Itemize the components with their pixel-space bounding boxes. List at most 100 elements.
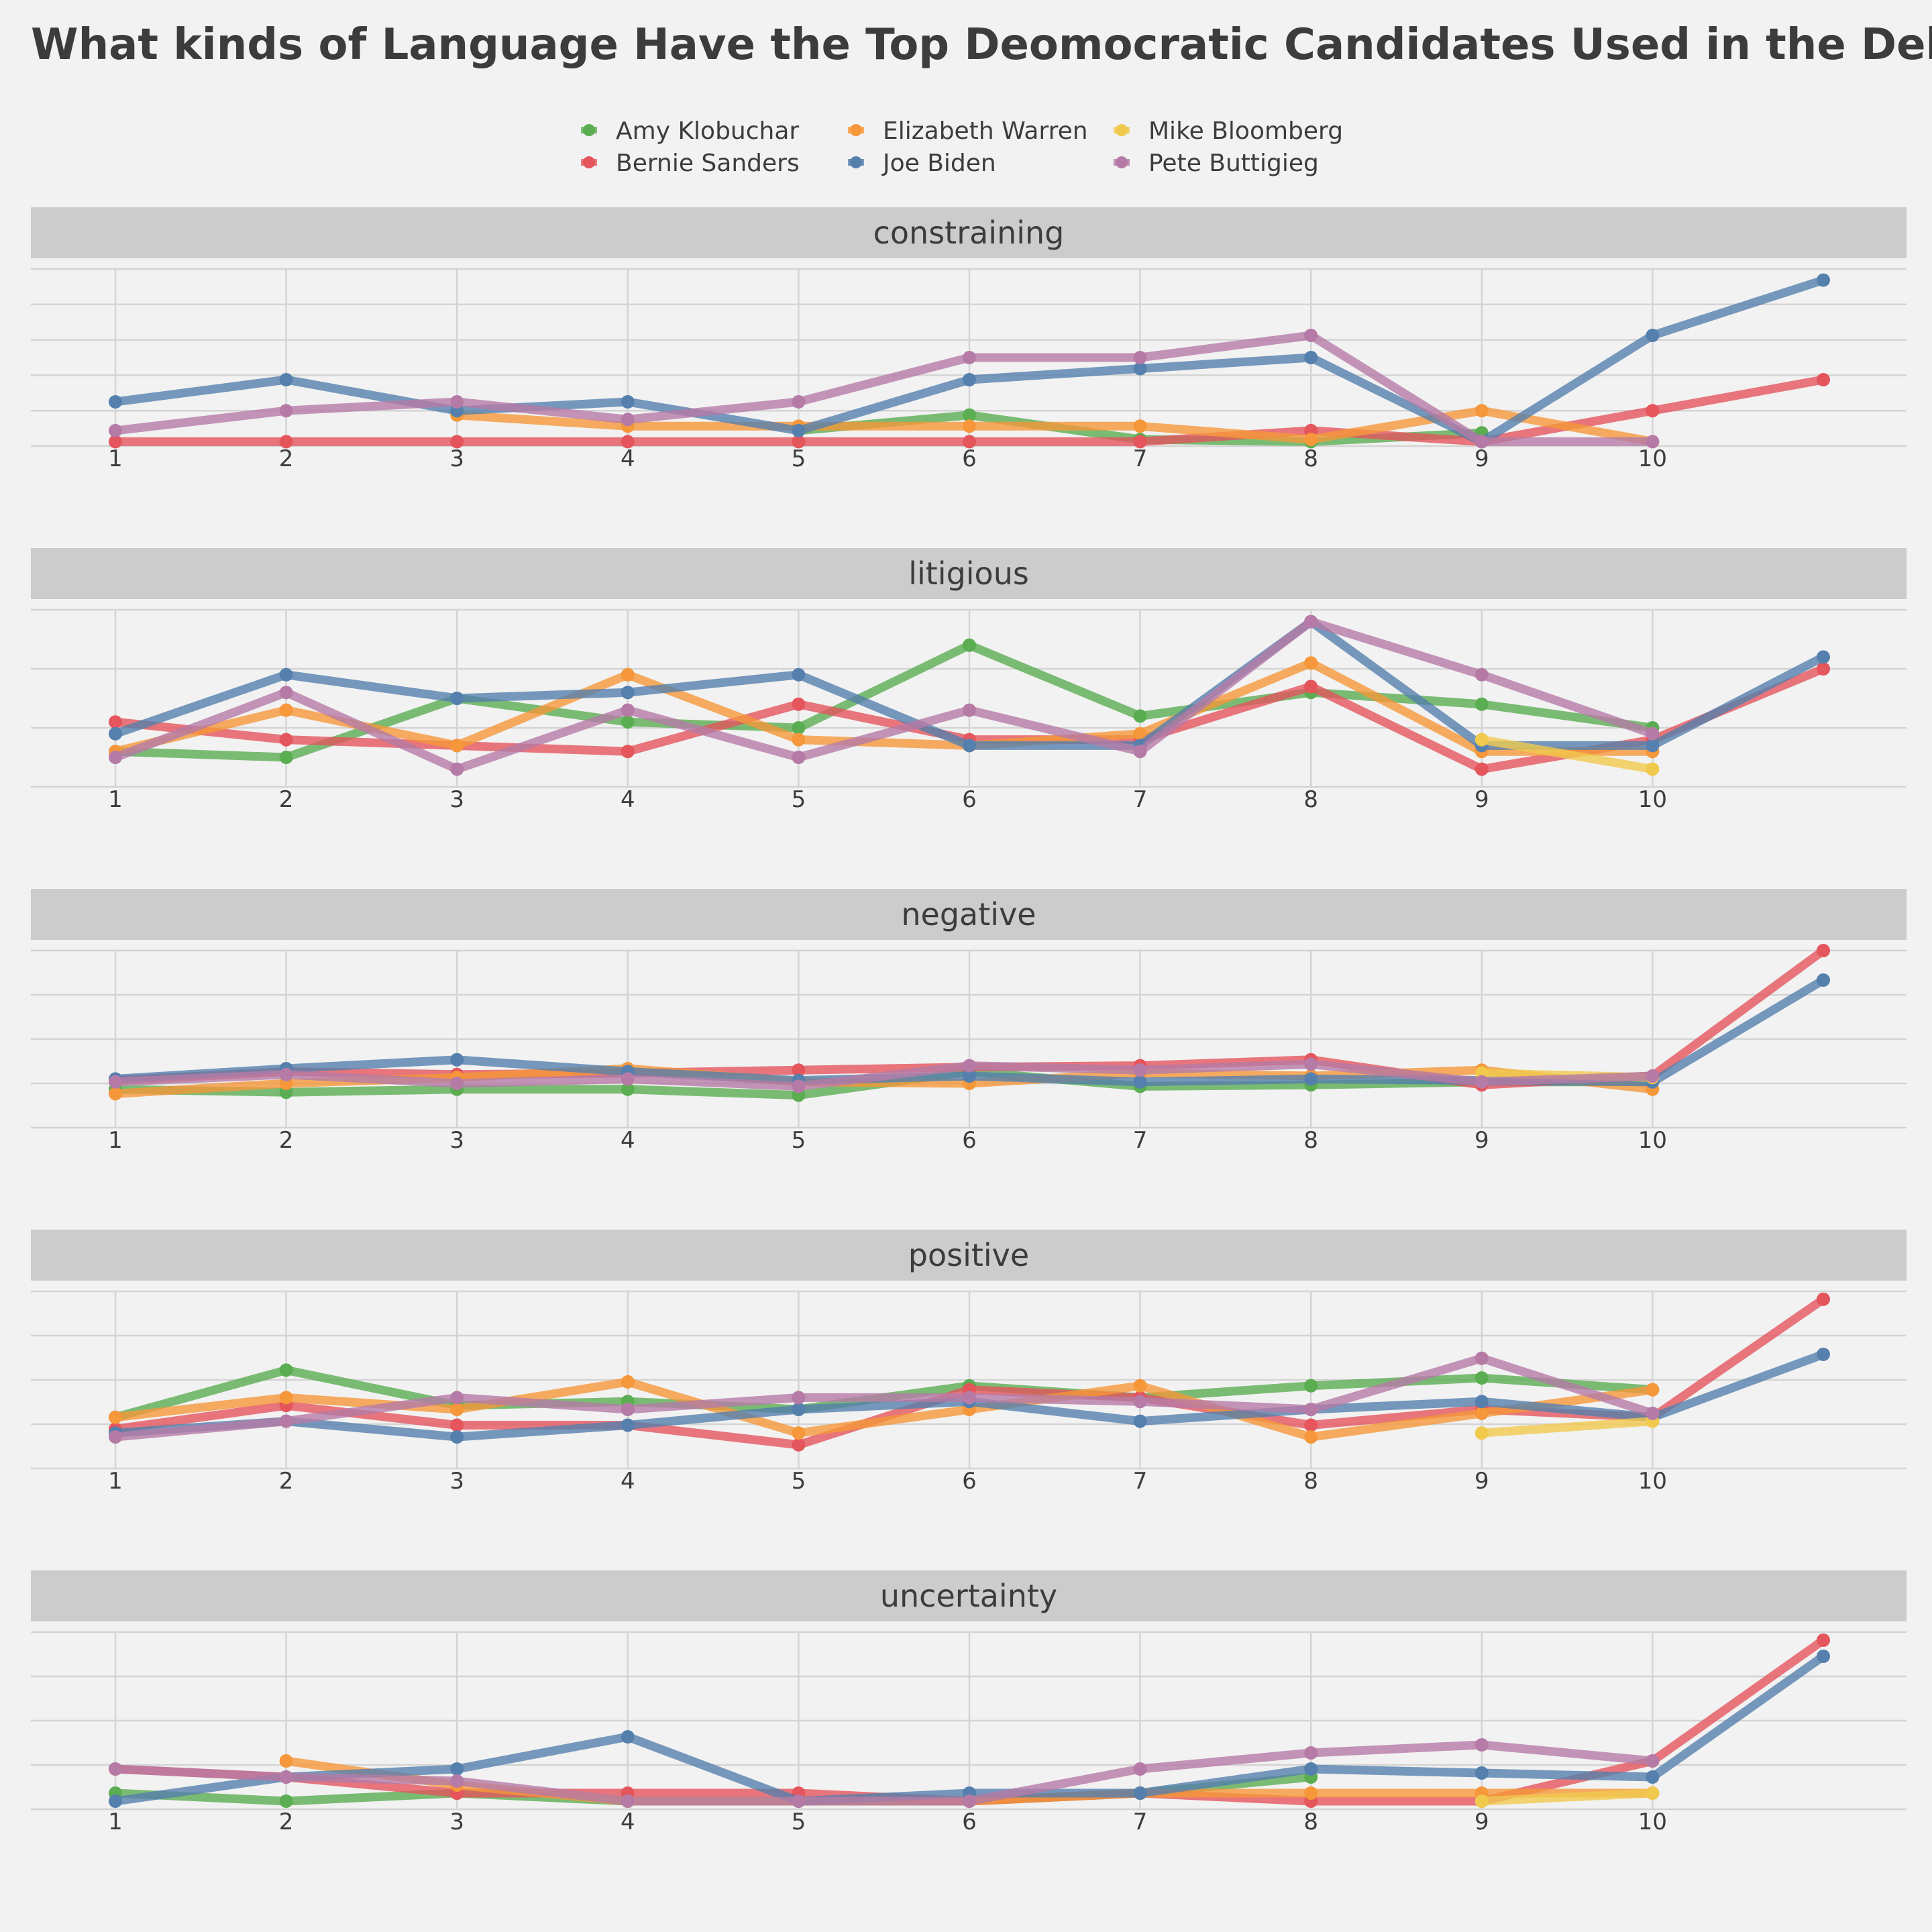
data-point (279, 686, 293, 700)
data-point (621, 715, 635, 729)
data-point (1646, 329, 1660, 342)
legend-label: Bernie Sanders (616, 150, 800, 177)
data-point (1304, 1418, 1318, 1432)
x-tick-label: 1 (108, 786, 123, 813)
data-point (1133, 1786, 1147, 1800)
legend-label: Mike Bloomberg (1148, 117, 1343, 145)
data-point (963, 1069, 976, 1083)
facet-label: positive (908, 1237, 1029, 1273)
data-point (1304, 1072, 1318, 1086)
x-tick-label: 2 (279, 445, 294, 472)
data-point (1474, 404, 1489, 418)
x-tick-label: 7 (1133, 445, 1148, 472)
data-point (621, 413, 635, 427)
data-point (1646, 404, 1660, 418)
data-point (109, 1794, 122, 1808)
x-tick-label: 5 (792, 1468, 806, 1495)
data-point (1817, 1292, 1830, 1306)
data-point (963, 408, 976, 422)
x-tick-label: 3 (449, 786, 464, 813)
data-point (1304, 1746, 1318, 1760)
legend-label: Amy Klobuchar (616, 117, 799, 145)
data-point (1474, 1766, 1489, 1780)
data-point (1817, 1347, 1830, 1361)
data-point (1133, 1414, 1147, 1428)
data-point (621, 1418, 635, 1432)
legend-swatch-point (1116, 156, 1128, 168)
legend-item: Pete Buttigieg (1114, 150, 1319, 177)
x-tick-label: 10 (1638, 1809, 1667, 1835)
x-tick-label: 7 (1133, 1127, 1148, 1154)
data-point (1304, 1786, 1318, 1800)
data-point (279, 373, 293, 386)
legend-item: Joe Biden (848, 150, 996, 177)
x-tick-label: 1 (108, 1468, 123, 1495)
facet-strip (31, 548, 1907, 599)
x-tick-label: 2 (279, 1127, 294, 1154)
x-tick-label: 2 (279, 786, 294, 813)
x-tick-label: 1 (108, 1127, 123, 1154)
legend-swatch-point (583, 156, 595, 168)
series-line (1477, 735, 1657, 774)
facet-label: constraining (873, 215, 1065, 251)
data-point (109, 727, 122, 741)
data-point (792, 751, 806, 764)
data-point (1133, 362, 1147, 376)
data-point (450, 1430, 464, 1444)
facet-panel-litigious: litigious 1 2 3 4 5 6 7 8 9 10 (31, 548, 1907, 813)
data-point (792, 395, 806, 409)
facet-panels: constraining 1 2 3 4 5 6 7 8 9 10 litigious 1 2 3 4 5 6 7 8… (31, 207, 1907, 1835)
x-tick-label: 4 (621, 1468, 635, 1495)
data-point (792, 721, 806, 735)
data-point (1133, 435, 1147, 449)
data-point (1646, 1754, 1660, 1768)
data-point (1474, 1351, 1489, 1365)
x-tick-label: 9 (1474, 1127, 1489, 1154)
x-tick-label: 3 (449, 445, 464, 472)
data-point (792, 1391, 806, 1405)
series-pete-buttigieg (109, 1057, 1660, 1093)
series-line (1477, 1788, 1657, 1806)
data-point (279, 733, 293, 747)
data-point (1817, 273, 1830, 287)
data-point (1304, 1057, 1318, 1071)
data-point (109, 423, 122, 437)
data-point (279, 1414, 293, 1428)
data-point (963, 351, 976, 364)
series-bernie-sanders (109, 373, 1830, 449)
x-tick-label: 3 (449, 1468, 464, 1495)
data-point (621, 1730, 635, 1743)
data-point (1133, 419, 1147, 433)
data-point (279, 1794, 293, 1808)
data-point (621, 745, 635, 759)
data-point (1474, 1406, 1489, 1420)
series-line (111, 1354, 1657, 1442)
data-point (450, 1418, 464, 1432)
data-point (279, 1067, 293, 1081)
x-tick-label: 8 (1303, 1127, 1318, 1154)
facet-strip (31, 1230, 1907, 1281)
data-point (1646, 1069, 1660, 1083)
chart-title: What kinds of Language Have the Top Deom… (31, 20, 1932, 70)
data-point (1133, 1063, 1147, 1077)
data-point (450, 1762, 464, 1776)
data-point (1304, 680, 1318, 694)
series-pete-buttigieg (109, 1738, 1660, 1808)
data-point (1817, 1650, 1830, 1663)
series-pete-buttigieg (109, 614, 1660, 776)
legend-swatch-point (850, 124, 862, 136)
data-point (109, 751, 122, 764)
x-tick-label: 7 (1133, 1809, 1148, 1835)
data-point (792, 423, 806, 437)
x-tick-label: 6 (962, 1468, 977, 1495)
data-point (1133, 727, 1147, 741)
data-point (1304, 351, 1318, 364)
data-point (621, 1375, 635, 1389)
facet-panel-negative: negative 1 2 3 4 5 6 7 8 9 10 (31, 889, 1907, 1154)
data-point (1133, 745, 1147, 759)
data-point (450, 395, 464, 409)
data-point (1474, 667, 1489, 682)
legend-label: Elizabeth Warren (883, 117, 1088, 145)
series-line (111, 617, 1657, 774)
x-tick-label: 7 (1133, 1468, 1148, 1495)
